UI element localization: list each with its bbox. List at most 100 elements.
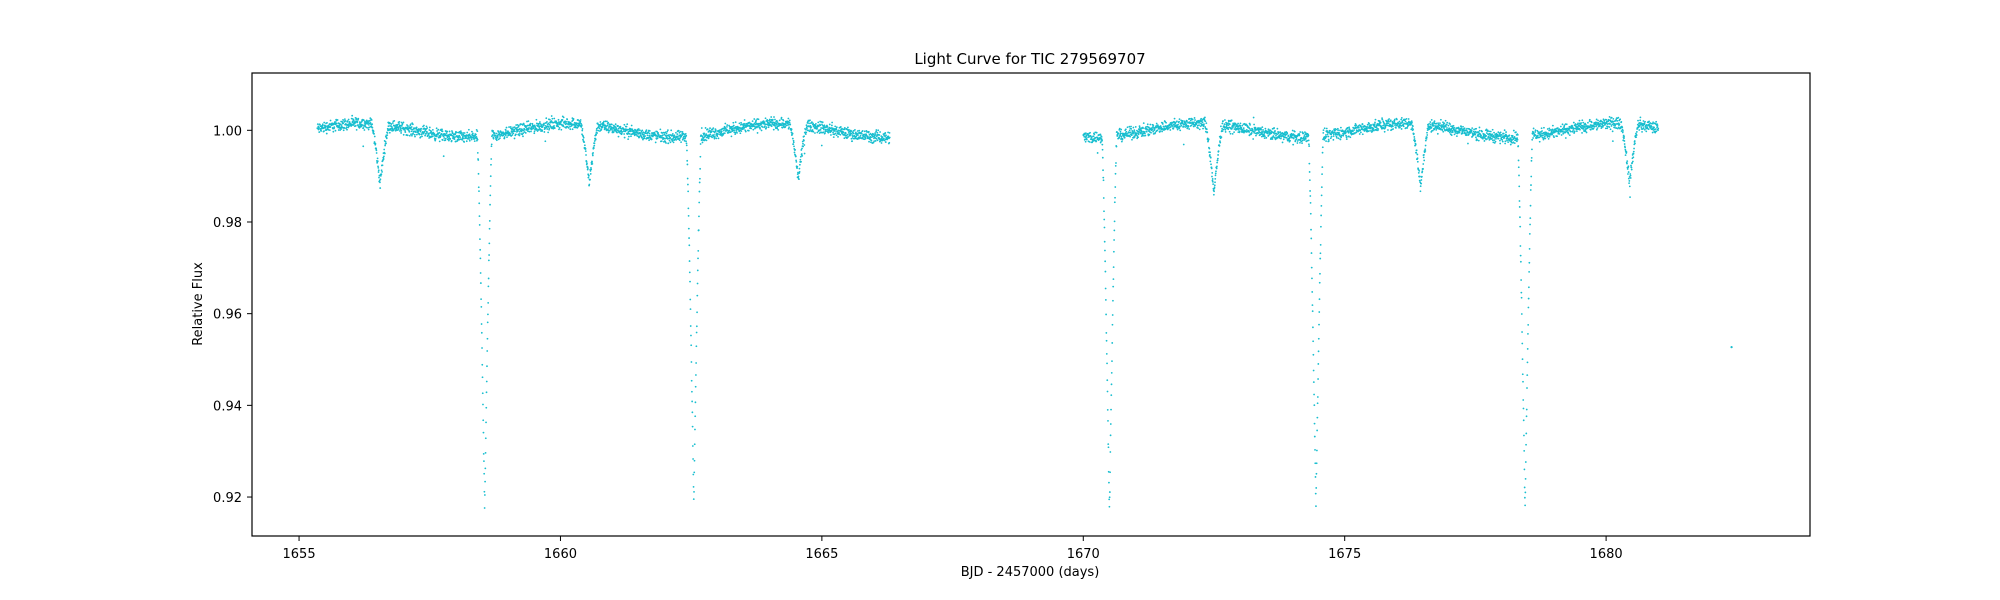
flux-point [1602,124,1605,127]
flux-point [1386,124,1389,127]
flux-point [1316,429,1319,432]
flux-point [739,127,742,130]
flux-point [1291,129,1294,132]
flux-point [1216,161,1219,164]
flux-point [1310,228,1312,231]
flux-point [1286,132,1289,135]
flux-point [1420,182,1423,185]
flux-point [805,128,807,131]
flux-point [351,114,354,117]
flux-point [553,127,556,130]
flux-point [861,130,864,132]
flux-point [1325,135,1328,138]
flux-point [378,179,381,182]
flux-point [1523,468,1526,471]
flux-point [1228,130,1231,133]
flux-point [1369,129,1371,132]
flux-point [1252,116,1255,119]
flux-point [736,131,738,134]
flux-point [695,345,698,348]
flux-point [880,142,883,144]
flux-point [455,131,458,134]
flux-point [1623,140,1626,142]
flux-point [598,127,601,130]
flux-point [1531,148,1533,151]
flux-point [874,132,877,134]
flux-point [1483,140,1486,142]
flux-point [692,485,695,488]
flux-point [1154,131,1157,134]
flux-point [877,129,880,132]
flux-point [1209,156,1212,159]
flux-point [1332,131,1335,134]
flux-point [1567,132,1570,135]
flux-point [1112,250,1115,253]
flux-point [351,120,354,123]
flux-point [648,129,651,132]
flux-point [668,139,671,142]
flux-point [485,421,487,424]
flux-point [1103,210,1105,213]
flux-point [1460,125,1463,128]
flux-point [1216,157,1219,160]
flux-point [1312,353,1315,356]
flux-point [423,124,425,127]
flux-point [784,126,787,128]
flux-point [1219,141,1222,144]
flux-point [593,142,596,145]
flux-point [1630,168,1633,171]
flux-point [495,135,497,137]
flux-point [1152,125,1155,127]
flux-point [454,136,456,139]
flux-point [1635,131,1638,133]
flux-point [661,134,664,137]
flux-point [1109,423,1112,425]
flux-point [782,119,785,122]
flux-point [528,127,530,129]
flux-point [446,130,449,133]
flux-point [1457,126,1460,129]
flux-point [1435,128,1438,131]
flux-point [1520,313,1523,315]
flux-point [708,135,711,137]
flux-point [1645,130,1648,133]
flux-point [1433,120,1436,123]
flux-point [431,129,434,131]
flux-point [1336,136,1338,139]
flux-point [347,125,350,128]
flux-point [1627,165,1630,168]
flux-point [803,152,806,155]
flux-point [1497,137,1500,140]
flux-point [1311,277,1313,280]
flux-point [835,128,838,131]
flux-point [1104,299,1107,301]
flux-point [1518,174,1520,177]
flux-point [1132,126,1135,129]
flux-point [664,137,666,140]
flux-point [687,227,690,230]
flux-point [543,122,546,125]
flux-point [1255,134,1257,137]
flux-point [1336,127,1339,130]
flux-point [595,129,598,132]
flux-point [1190,124,1193,127]
flux-point [533,124,536,127]
flux-point [723,129,725,132]
flux-point [663,133,666,136]
x-axis: 1655 1660 1665 1670 1675 1680 [283,536,1623,562]
flux-point [1325,127,1328,130]
flux-point [604,120,607,123]
flux-point [1635,136,1638,139]
flux-point [569,128,572,131]
flux-point [513,137,516,140]
flux-point [1644,120,1646,123]
flux-point [653,131,656,134]
flux-point [614,123,617,126]
flux-point [1317,337,1320,340]
flux-point [1628,180,1631,182]
flux-point [520,130,523,133]
flux-point [365,126,368,129]
flux-point [1392,125,1394,128]
flux-point [361,124,364,126]
flux-point [858,137,860,140]
